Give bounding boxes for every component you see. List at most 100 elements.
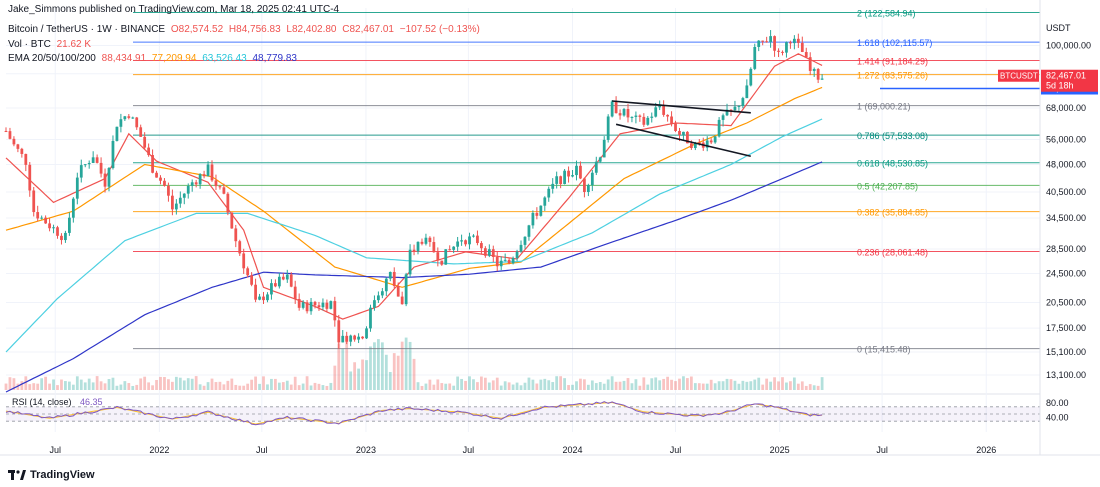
- volume-bar: [646, 384, 650, 390]
- volume-bar: [361, 359, 364, 390]
- rsi-tick-label: 80.00: [1046, 398, 1069, 408]
- volume-bar: [428, 379, 432, 390]
- candle-body: [796, 38, 800, 43]
- candle-body: [424, 237, 428, 244]
- price-tick-label: 20,500.00: [1046, 297, 1086, 307]
- volume-bar: [262, 376, 265, 390]
- volume-bar: [163, 377, 166, 390]
- candle-body: [64, 232, 67, 241]
- volume-bar: [491, 380, 495, 390]
- candle-body: [91, 157, 95, 163]
- candle-body: [373, 300, 376, 308]
- volume-bar: [377, 339, 380, 390]
- candle-body: [111, 140, 115, 169]
- candle-body: [309, 301, 313, 312]
- candle-body: [804, 51, 808, 58]
- price-tick-label: 13,100.00: [1046, 370, 1086, 380]
- volume-bar: [131, 385, 135, 390]
- candle-body: [638, 115, 642, 117]
- candle-body: [127, 116, 131, 118]
- fib-label: 2 (122,584.94): [857, 8, 916, 18]
- candle-body: [717, 119, 721, 137]
- volume-bar: [190, 378, 194, 390]
- candle-body: [440, 260, 444, 265]
- candle-body: [361, 336, 364, 339]
- volume-bar: [686, 378, 689, 390]
- candle-body: [789, 42, 792, 44]
- candle-body: [642, 116, 646, 125]
- price-tick-label: 24,500.00: [1046, 269, 1086, 279]
- grid: [0, 8, 1040, 432]
- candle-body: [218, 186, 222, 188]
- volume-bar: [186, 378, 190, 390]
- currency-label: USDT: [1046, 23, 1071, 33]
- volume-bar: [135, 384, 139, 390]
- candle-body: [539, 205, 543, 216]
- volume-bars: [4, 335, 824, 390]
- candle-body: [392, 271, 396, 286]
- volume-bar: [733, 380, 737, 390]
- candle-body: [167, 185, 170, 196]
- candle-body: [737, 105, 741, 107]
- volume-bar: [75, 376, 79, 390]
- volume-bar: [792, 377, 796, 390]
- candle-body: [388, 271, 392, 279]
- volume-bar: [357, 368, 360, 390]
- candle-body: [123, 116, 127, 120]
- ohlc-low: L82,402.80: [286, 24, 337, 35]
- candle-body: [456, 241, 460, 247]
- volume-bar: [345, 335, 349, 390]
- volume-bar: [254, 376, 257, 390]
- volume-bar: [511, 384, 515, 390]
- volume-bar: [531, 379, 535, 390]
- price-tick-label: 40,500.00: [1046, 187, 1086, 197]
- candle-body: [365, 328, 368, 339]
- volume-bar: [725, 378, 729, 390]
- candle-body: [329, 301, 333, 309]
- price-tick-label: 17,500.00: [1046, 323, 1086, 333]
- price-tick-label: 28,500.00: [1046, 244, 1086, 254]
- candle-body: [705, 140, 709, 148]
- volume-bar: [749, 381, 753, 390]
- volume-bar: [808, 384, 812, 390]
- candle-body: [499, 260, 503, 267]
- candle-body: [36, 212, 40, 219]
- candle-body: [60, 235, 63, 241]
- candle-body: [626, 109, 630, 118]
- candle-body: [32, 190, 36, 213]
- volume-bar: [721, 381, 725, 390]
- volume-bar: [139, 378, 143, 390]
- candle-body: [785, 42, 788, 53]
- volume-bar: [460, 378, 463, 390]
- candle-body: [353, 335, 357, 340]
- candle-body: [602, 139, 606, 158]
- candle-body: [733, 106, 737, 111]
- volume-bar: [678, 378, 681, 390]
- fib-label: 0.236 (28,061.48): [857, 248, 928, 258]
- symbol-tag-label: BTCUSDT: [1000, 72, 1038, 81]
- symbol-tag: [998, 69, 1039, 82]
- volume-bar: [87, 378, 91, 390]
- candle-body: [83, 164, 87, 166]
- candle-body: [674, 123, 677, 131]
- time-tick-label: Jul: [463, 445, 475, 455]
- volume-bar: [396, 355, 400, 390]
- volume-bar: [270, 378, 273, 390]
- volume-bar: [412, 358, 416, 390]
- volume-bar: [769, 381, 772, 390]
- ohlc-high: H84,756.83: [228, 24, 281, 35]
- candle-body: [487, 249, 491, 256]
- candle-body: [404, 274, 408, 305]
- volume-bar: [753, 379, 757, 390]
- volume-bar: [202, 385, 206, 390]
- candle-body: [262, 296, 265, 301]
- symbol-title: Bitcoin / TetherUS · 1W · BINANCE: [8, 24, 166, 35]
- candle-body: [472, 235, 475, 237]
- volume-bar: [812, 385, 816, 390]
- tradingview-logo[interactable]: TradingView: [8, 469, 95, 481]
- candle-body: [171, 195, 174, 210]
- candle-body: [741, 98, 745, 106]
- candle-body: [650, 116, 654, 118]
- volume-bar: [353, 362, 357, 390]
